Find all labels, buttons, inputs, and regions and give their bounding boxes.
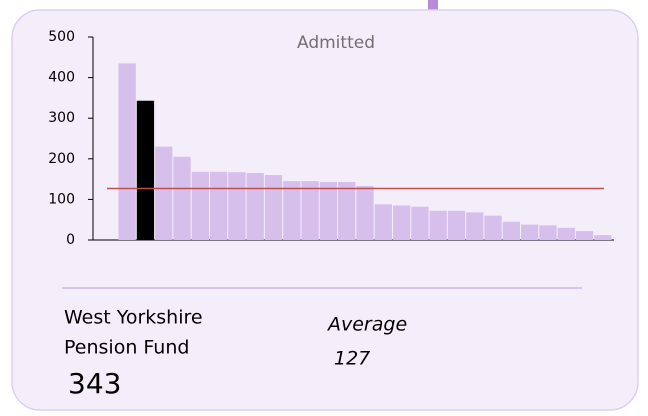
bar — [429, 210, 447, 240]
bar — [246, 173, 264, 240]
bar — [557, 227, 575, 240]
bar — [356, 186, 374, 240]
average-value: 127 — [334, 348, 370, 370]
y-tick-label: 100 — [48, 191, 75, 207]
bar — [502, 221, 521, 240]
y-tick-label: 500 — [48, 29, 75, 45]
selected-name: Pension Fund — [64, 337, 189, 359]
bar — [319, 181, 338, 240]
bar — [155, 146, 173, 240]
selected-name: West Yorkshire — [64, 307, 203, 329]
bar — [191, 171, 209, 240]
bar — [338, 181, 356, 240]
bar — [118, 63, 136, 240]
y-tick-label: 200 — [48, 151, 75, 167]
average-label: Average — [326, 314, 407, 336]
bar — [264, 175, 283, 240]
bar — [392, 205, 411, 240]
bar — [594, 235, 612, 240]
bar — [411, 206, 429, 240]
bar — [173, 156, 191, 240]
bar — [301, 181, 319, 240]
notch — [428, 0, 438, 12]
bar — [209, 171, 228, 240]
bar — [466, 212, 484, 240]
selected-value: 343 — [68, 367, 121, 400]
bar — [539, 225, 557, 240]
y-tick-label: 400 — [48, 70, 75, 86]
bar — [521, 224, 539, 240]
y-tick-label: 300 — [48, 110, 75, 126]
y-tick-label: 0 — [66, 232, 75, 248]
bar — [283, 181, 301, 240]
bar — [374, 204, 392, 240]
bar — [575, 231, 594, 240]
bar — [136, 100, 155, 240]
bar — [447, 210, 466, 240]
chart-title: Admitted — [297, 33, 375, 53]
bar — [228, 172, 246, 240]
bar — [484, 215, 502, 240]
